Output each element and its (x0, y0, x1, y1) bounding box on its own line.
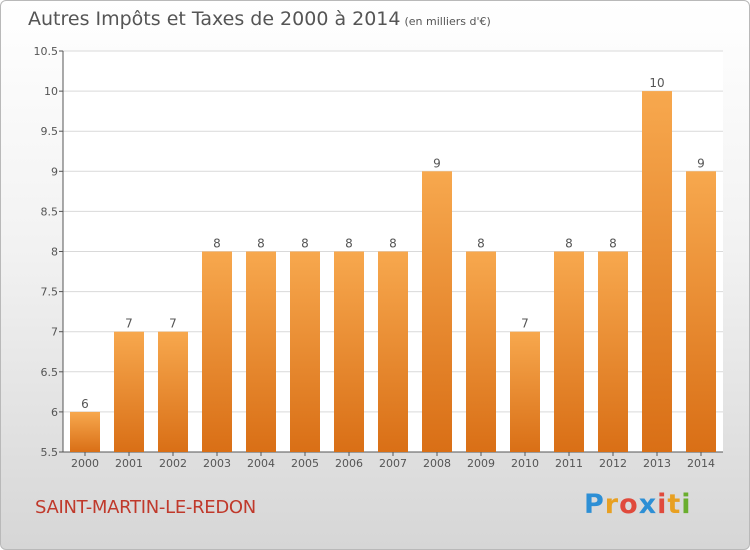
bar-value-label: 7 (169, 317, 177, 331)
y-tick-label: 6.5 (41, 366, 59, 379)
logo-letter: i (681, 489, 692, 520)
bar-value-label: 8 (257, 237, 265, 251)
bar (290, 251, 320, 452)
y-tick-label: 7 (51, 326, 58, 339)
bar-value-label: 7 (521, 317, 529, 331)
bar-value-label: 6 (81, 397, 89, 411)
bar (510, 331, 540, 452)
bar (598, 251, 628, 452)
bar-value-label: 9 (697, 156, 705, 170)
bar (642, 91, 672, 452)
chart-title-text: Autres Impôts et Taxes de 2000 à 2014 (28, 8, 401, 30)
y-tick-label: 10.5 (34, 45, 59, 58)
x-tick-label: 2009 (467, 457, 495, 470)
bar (114, 331, 144, 452)
x-tick-label: 2005 (291, 457, 319, 470)
bar (422, 171, 452, 453)
bar (466, 251, 496, 452)
logo-letter: r (604, 489, 620, 520)
x-tick-label: 2008 (423, 457, 451, 470)
bar (554, 251, 584, 452)
x-tick-label: 2006 (335, 457, 363, 470)
bar-value-label: 8 (609, 237, 617, 251)
bar-value-label: 9 (433, 156, 441, 170)
chart-title-unit: (en milliers d'€) (404, 15, 491, 28)
x-tick-label: 2003 (203, 457, 231, 470)
logo-letter: t (667, 489, 682, 520)
bar-value-label: 7 (125, 317, 133, 331)
x-tick-label: 2012 (599, 457, 627, 470)
y-tick-label: 9.5 (41, 125, 59, 138)
x-tick-label: 2014 (687, 457, 715, 470)
y-tick-label: 9 (51, 165, 58, 178)
y-tick-label: 6 (51, 406, 58, 419)
commune-name: SAINT-MARTIN-LE-REDON (35, 497, 256, 518)
x-tick-label: 2010 (511, 457, 539, 470)
y-tick-label: 7.5 (41, 286, 59, 299)
bar (158, 331, 188, 452)
chart-title: Autres Impôts et Taxes de 2000 à 2014 (en… (28, 8, 491, 30)
x-tick-label: 2013 (643, 457, 671, 470)
bar (246, 251, 276, 452)
bar-value-label: 8 (389, 237, 397, 251)
proxiti-logo: Proxiti (584, 489, 692, 520)
x-tick-label: 2002 (159, 457, 187, 470)
bar-value-label: 10 (649, 76, 664, 90)
bar (378, 251, 408, 452)
bar-value-label: 8 (345, 237, 353, 251)
bar (202, 251, 232, 452)
bar-value-label: 8 (477, 237, 485, 251)
x-tick-label: 2004 (247, 457, 275, 470)
bar-value-label: 8 (565, 237, 573, 251)
x-tick-label: 2007 (379, 457, 407, 470)
x-tick-label: 2000 (71, 457, 99, 470)
logo-letter: x (638, 489, 658, 520)
x-tick-label: 2001 (115, 457, 143, 470)
y-tick-label: 10 (44, 85, 58, 98)
bar-value-label: 8 (301, 237, 309, 251)
y-tick-label: 5.5 (41, 446, 59, 459)
y-tick-label: 8.5 (41, 205, 59, 218)
bar-value-label: 8 (213, 237, 221, 251)
bar (70, 411, 100, 452)
logo-letter: P (584, 489, 605, 520)
logo-letter: i (657, 489, 668, 520)
x-tick-label: 2011 (555, 457, 583, 470)
y-tick-label: 8 (51, 246, 58, 259)
bar (334, 251, 364, 452)
logo-letter: o (619, 489, 639, 520)
bar (686, 171, 716, 453)
